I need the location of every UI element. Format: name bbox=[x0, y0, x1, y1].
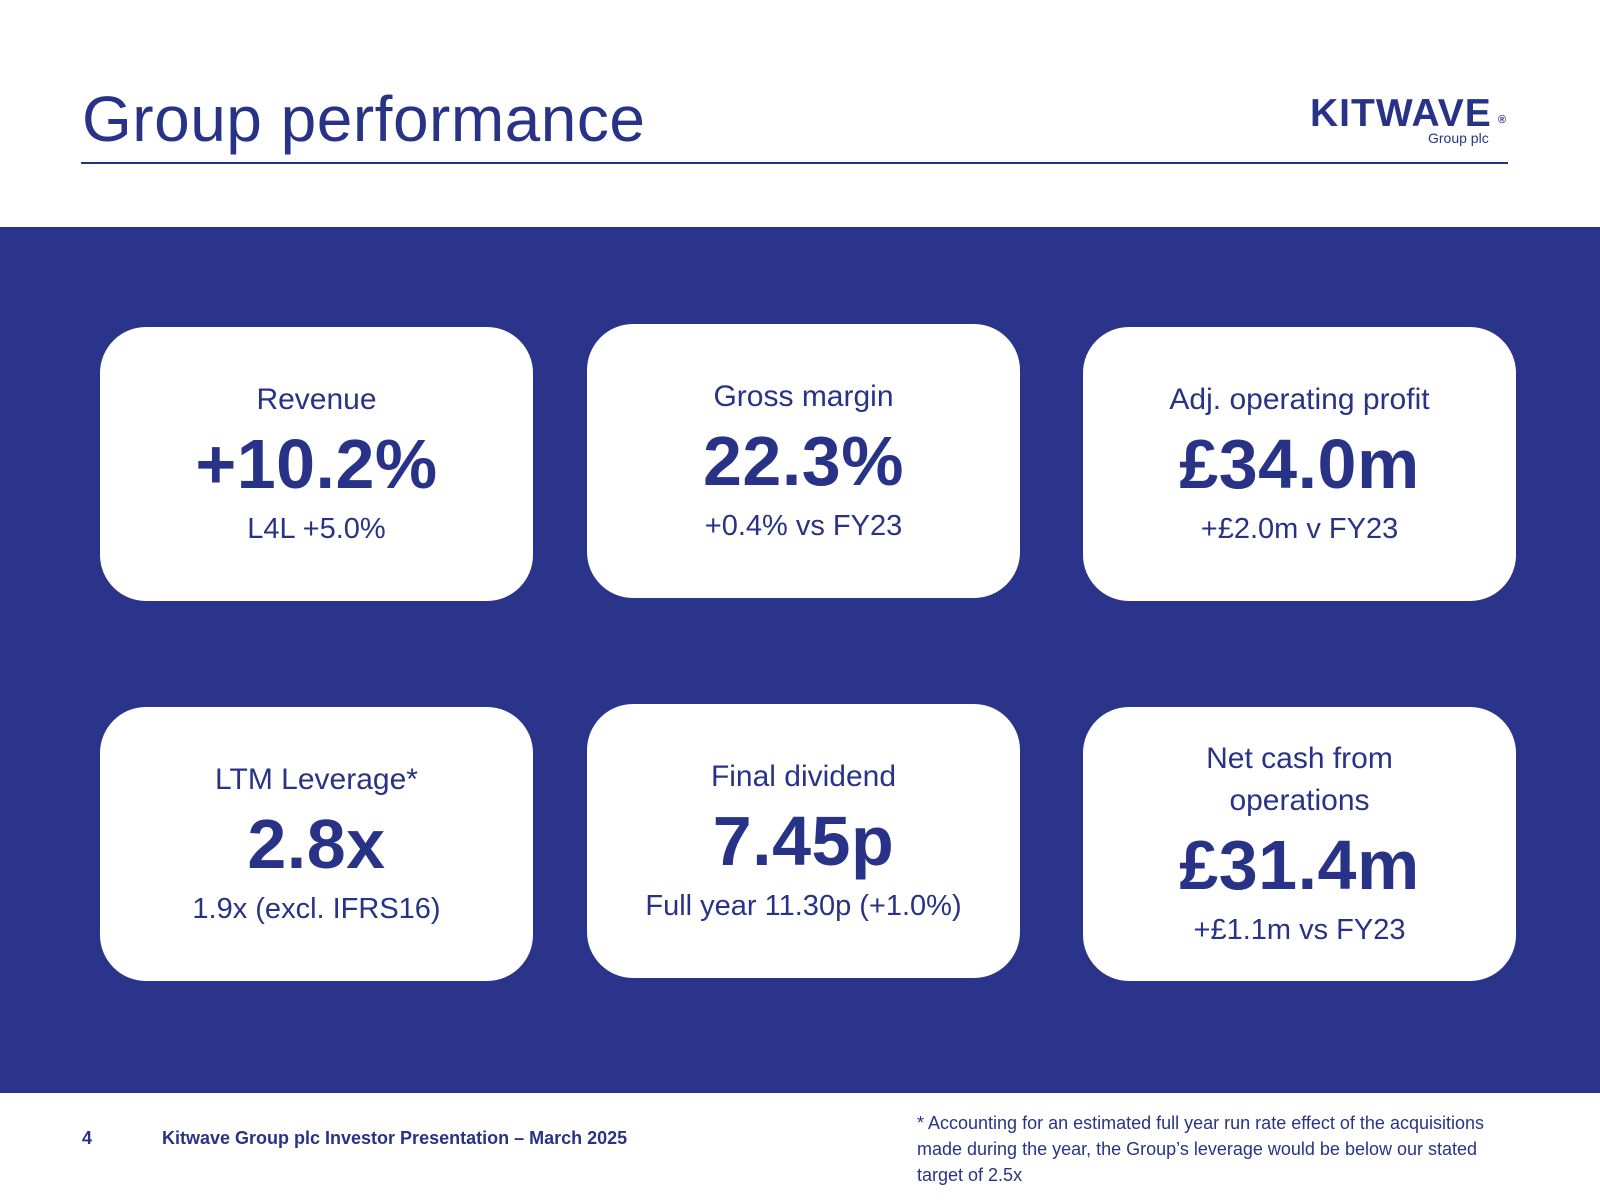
page-title: Group performance bbox=[82, 83, 646, 155]
kpi-card-revenue: Revenue +10.2% L4L +5.0% bbox=[100, 327, 533, 601]
kpi-value: £34.0m bbox=[1179, 425, 1420, 503]
kpi-value: £31.4m bbox=[1179, 826, 1420, 904]
kpi-card-gross-margin: Gross margin 22.3% +0.4% vs FY23 bbox=[587, 324, 1020, 598]
kpi-label: Final dividend bbox=[710, 760, 897, 793]
kpi-subtext: Full year 11.30p (+1.0%) bbox=[645, 890, 962, 922]
kpi-label: Revenue bbox=[256, 383, 377, 416]
leverage-footnote: * Accounting for an estimated full year … bbox=[917, 1113, 1484, 1185]
logo-registered-mark: ® bbox=[1498, 114, 1507, 126]
kpi-card-adj-operating-profit: Adj. operating profit £34.0m +£2.0m v FY… bbox=[1083, 327, 1516, 601]
kpi-value: 7.45p bbox=[712, 802, 895, 880]
kpi-label: LTM Leverage* bbox=[215, 763, 418, 796]
kpi-label: Adj. operating profit bbox=[1169, 383, 1430, 416]
kpi-value: 22.3% bbox=[703, 422, 904, 500]
kpi-label: Gross margin bbox=[713, 380, 894, 413]
kpi-subtext: +£2.0m v FY23 bbox=[1200, 513, 1399, 545]
kpi-subtext: L4L +5.0% bbox=[247, 513, 386, 545]
presentation-title: Kitwave Group plc Investor Presentation … bbox=[162, 1128, 628, 1148]
logo-wordmark: KITWAVE bbox=[1310, 92, 1492, 135]
kpi-subtext: +0.4% vs FY23 bbox=[704, 510, 903, 542]
kpi-card-final-dividend: Final dividend 7.45p Full year 11.30p (+… bbox=[587, 704, 1020, 978]
logo-subtitle: Group plc bbox=[1428, 130, 1489, 146]
kpi-value: 2.8x bbox=[247, 805, 386, 883]
kitwave-logo: KITWAVE ® Group plc bbox=[1310, 92, 1510, 148]
kpi-subtext: 1.9x (excl. IFRS16) bbox=[192, 893, 441, 925]
kpi-subtext: +£1.1m vs FY23 bbox=[1193, 914, 1406, 946]
title-divider bbox=[81, 162, 1508, 164]
kpi-card-net-cash: Net cash from operations £31.4m +£1.1m v… bbox=[1083, 707, 1516, 981]
kpi-value: +10.2% bbox=[195, 425, 438, 503]
kpi-card-ltm-leverage: LTM Leverage* 2.8x 1.9x (excl. IFRS16) bbox=[100, 707, 533, 981]
page-number: 4 bbox=[82, 1128, 93, 1148]
kpi-label: Net cash from operations bbox=[1206, 742, 1393, 817]
